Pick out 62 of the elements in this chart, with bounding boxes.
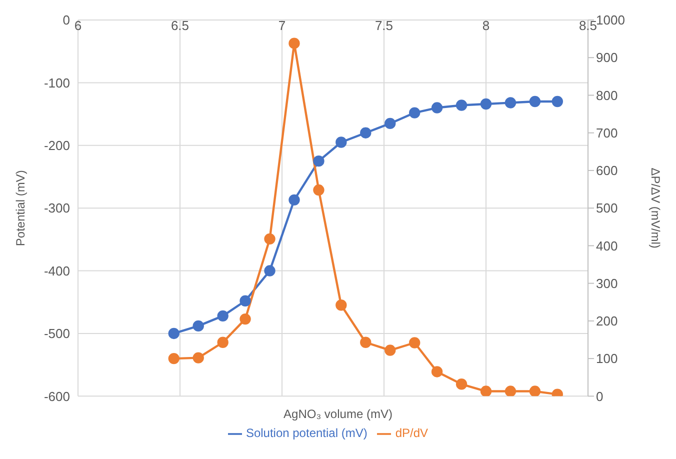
point [529,386,541,396]
x-tick-label: 6 [74,18,82,33]
point [409,337,420,348]
x-tick-label: 8 [482,18,490,33]
y-tick-label: -500 [44,326,70,342]
point [336,136,347,148]
point [360,336,372,348]
y2-tick-label: 800 [596,88,618,103]
x-tick-label: 7 [278,18,286,33]
point [480,98,492,110]
y-tick-label: -600 [44,388,70,404]
point [384,344,396,356]
legend-label: dP/dV [395,426,428,440]
point [336,300,347,311]
y-axis-title: Potential (mV) [13,170,28,246]
point [217,336,228,348]
y2-tick-label: 200 [596,314,618,329]
point [504,97,516,108]
y2-tick-label: 500 [596,200,618,216]
point [504,386,516,396]
y2-tick-label: 900 [596,50,618,66]
point [431,366,443,378]
x-axis-title: AgNO₃ volume (mV) [284,407,392,421]
point [313,184,324,196]
y2-tick-label: 300 [596,276,618,291]
point [456,378,468,390]
point [529,96,541,108]
y-tick-label: -400 [44,263,70,278]
point [264,265,276,276]
y2-tick-label: 100 [596,351,618,366]
point [192,320,204,332]
point [456,100,468,111]
point [360,127,372,138]
point [409,107,420,118]
y2-axis-title: ΔP/ΔV (mV/ml) [648,168,663,248]
point [168,352,180,364]
point [313,155,324,167]
x-tick-label: 6.5 [170,18,190,33]
point [192,352,204,364]
y-tick-label: 0 [62,12,70,28]
y2-tick-label: 0 [596,388,604,404]
y2-tick-label: 1000 [596,12,625,28]
point [240,295,251,306]
point [168,328,180,340]
y-tick-label: -100 [44,75,70,90]
point [288,38,300,49]
point [240,313,251,325]
y-tick-label: -200 [44,138,70,154]
point [431,102,443,114]
y2-tick-label: 600 [596,163,618,178]
legend-label: Solution potential (mV) [246,426,368,440]
y2-tick-label: 400 [596,238,618,254]
y-tick-label: -300 [44,200,70,216]
point [480,386,492,396]
point [217,310,228,322]
y2-tick-label: 700 [596,125,618,140]
point [288,194,300,206]
x-tick-label: 8.5 [578,18,598,33]
point [264,233,276,245]
point [552,96,563,108]
point [384,118,396,130]
x-tick-label: 7.5 [374,18,394,33]
